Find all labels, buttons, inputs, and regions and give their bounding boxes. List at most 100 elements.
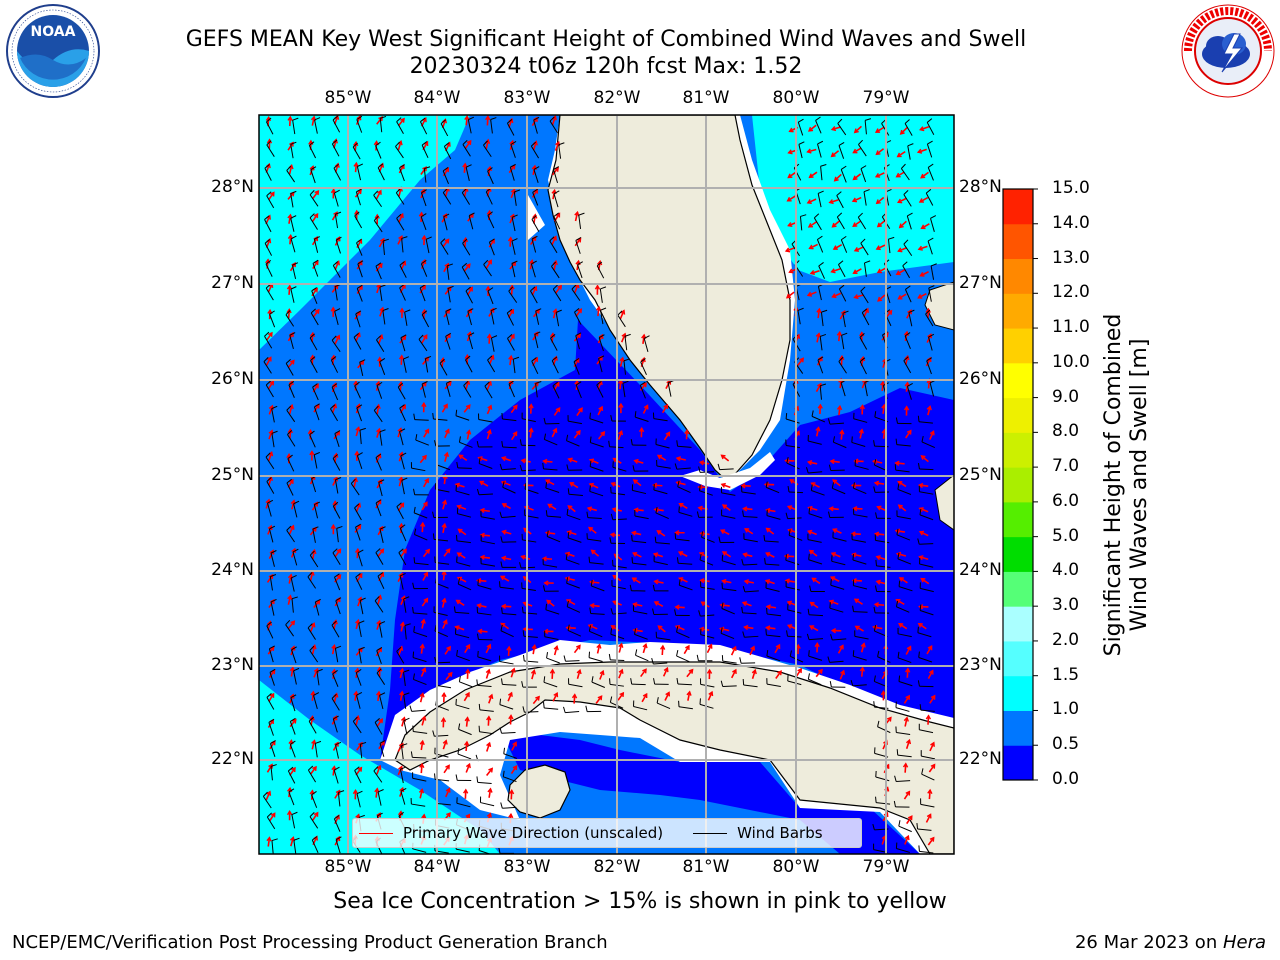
wind-barb xyxy=(501,732,516,734)
wind-barb xyxy=(399,528,407,542)
wave-arrow-head xyxy=(375,690,382,696)
wave-arrow-head xyxy=(741,601,748,607)
wind-barb xyxy=(920,587,934,593)
wind-barb-flag xyxy=(315,598,321,603)
wave-arrow xyxy=(590,604,600,608)
wind-barb xyxy=(656,702,671,709)
wind-barb xyxy=(478,463,493,469)
wave-arrow xyxy=(312,260,319,269)
wind-barb xyxy=(808,471,823,474)
wind-barb xyxy=(404,311,408,326)
lon-label: 82°W xyxy=(593,88,641,108)
wind-barb xyxy=(531,360,539,375)
wind-barb-flag xyxy=(398,548,404,554)
wave-arrow-head xyxy=(532,213,538,219)
wind-barb-flag xyxy=(290,286,297,290)
wind-barb-flag xyxy=(765,629,767,636)
wind-barb-flag xyxy=(888,236,895,240)
wave-arrow-head xyxy=(808,244,814,250)
wave-arrow-head xyxy=(903,405,910,411)
wave-arrow-head xyxy=(290,645,296,651)
wave-arrow-head xyxy=(507,691,513,697)
wind-barb-flag xyxy=(379,692,386,696)
wind-barb xyxy=(553,216,561,230)
wind-barb-flag xyxy=(836,191,842,196)
wind-barb-flag xyxy=(831,482,834,489)
wind-barb-flag xyxy=(634,411,637,418)
wind-barb-flag xyxy=(930,263,937,267)
wind-barb-flag xyxy=(632,465,635,472)
wind-barb-flag xyxy=(542,462,544,469)
wave-arrow-head xyxy=(487,787,493,793)
wind-barb-flag xyxy=(676,440,679,447)
wind-barb xyxy=(292,120,296,135)
wave-arrow-head xyxy=(289,141,294,147)
wave-arrow xyxy=(463,163,466,173)
colorbar-swatch xyxy=(1003,467,1033,503)
wave-arrow xyxy=(574,237,582,247)
credit-date: 26 Mar 2023 on xyxy=(1074,932,1223,953)
wave-arrow-head xyxy=(896,152,902,158)
wave-arrow-head xyxy=(853,294,859,300)
nws-logo xyxy=(1181,4,1275,98)
wind-barb xyxy=(507,338,515,351)
wind-barb xyxy=(379,361,386,375)
wind-barb-flag xyxy=(332,454,338,459)
lon-label: 83°W xyxy=(503,857,551,877)
wind-barb-flag xyxy=(852,605,855,612)
wind-barb-flag xyxy=(586,511,589,518)
wind-barb-flag xyxy=(356,115,363,120)
wave-arrow xyxy=(312,812,319,821)
wave-arrow-head xyxy=(783,553,790,559)
wind-barb-flag xyxy=(331,335,337,341)
wind-barb xyxy=(876,802,891,805)
wind-barb-flag xyxy=(610,628,613,635)
wind-barb xyxy=(786,462,800,470)
wind-barb xyxy=(549,240,558,254)
wind-barb xyxy=(353,337,362,350)
wave-arrow-head xyxy=(830,627,837,634)
wave-arrow-head xyxy=(609,532,615,538)
wave-arrow-head xyxy=(859,355,866,362)
wave-arrow-head xyxy=(851,552,857,558)
wave-arrow-head xyxy=(268,573,274,580)
wind-barb-flag xyxy=(696,511,700,518)
wind-barb xyxy=(667,382,672,397)
wind-barb xyxy=(555,312,560,327)
wave-arrow-head xyxy=(488,693,494,699)
wave-arrow xyxy=(929,695,936,704)
wave-arrow-head xyxy=(839,354,845,361)
wave-arrow xyxy=(551,236,557,246)
wind-barb-flag xyxy=(309,430,315,435)
wave-arrow-head xyxy=(486,741,492,748)
wind-barb xyxy=(639,385,646,399)
wind-barb-flag xyxy=(511,214,518,218)
wave-arrow-head xyxy=(786,600,792,606)
wave-arrow xyxy=(331,645,336,655)
wave-arrow xyxy=(610,533,621,537)
wind-barb xyxy=(359,744,363,759)
wind-barb-flag xyxy=(270,574,277,578)
wind-barb-flag xyxy=(269,668,276,673)
wind-barb-flag xyxy=(266,140,272,146)
wind-barb-flag xyxy=(654,536,657,543)
wind-barb xyxy=(808,559,823,565)
colorbar-swatch xyxy=(1003,258,1033,294)
wind-barb xyxy=(376,650,382,664)
wave-arrow xyxy=(485,259,492,269)
wave-arrow-head xyxy=(289,359,295,365)
wind-barb xyxy=(930,265,935,280)
wind-barb-flag xyxy=(377,789,384,793)
wind-barb-flag xyxy=(271,430,278,434)
wave-arrow-head xyxy=(330,523,337,530)
wave-arrow-head xyxy=(806,460,813,466)
map-legend: Primary Wave Direction (unscaled) Wind B… xyxy=(352,818,862,848)
wind-barb xyxy=(653,662,668,665)
wave-arrow xyxy=(654,580,664,584)
wave-arrow-head xyxy=(377,478,383,485)
wave-arrow-head xyxy=(425,548,431,554)
wind-barb-flag xyxy=(309,550,315,556)
wind-barb xyxy=(287,458,295,472)
wind-barb-flag xyxy=(875,796,877,803)
wind-barb xyxy=(656,465,671,469)
